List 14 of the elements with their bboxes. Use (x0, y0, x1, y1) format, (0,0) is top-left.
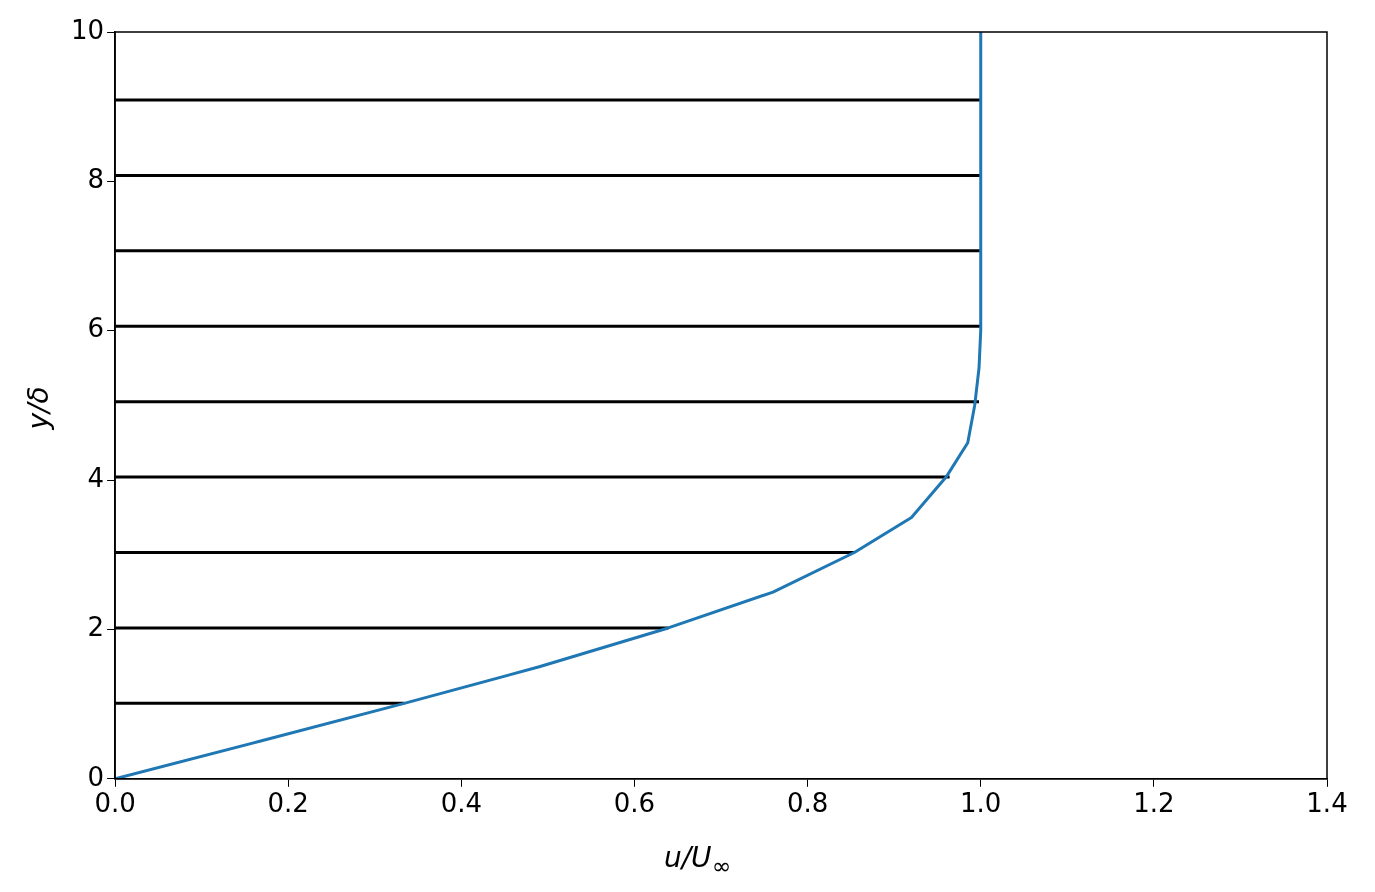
y-tick-label: 6 (87, 313, 105, 344)
x-tick-label: 0.6 (613, 788, 656, 819)
y-axis-title: y/δ (21, 386, 55, 430)
y-tick-label: 10 (70, 14, 105, 45)
y-tick-label: 2 (87, 612, 105, 643)
x-tick-label: 1.2 (1133, 788, 1175, 819)
x-tick-label: 0.2 (267, 788, 309, 819)
x-tick-label: 0.4 (440, 788, 483, 819)
x-tick-label: 1.4 (1306, 788, 1348, 819)
x-tick-label: 1.0 (960, 788, 1002, 819)
x-axis-title: u/U$_{∞}$ (662, 841, 733, 880)
y-tick-label: 4 (87, 462, 105, 493)
y-tick-label: 8 (87, 164, 105, 195)
x-tick-label: 0.8 (786, 788, 829, 819)
